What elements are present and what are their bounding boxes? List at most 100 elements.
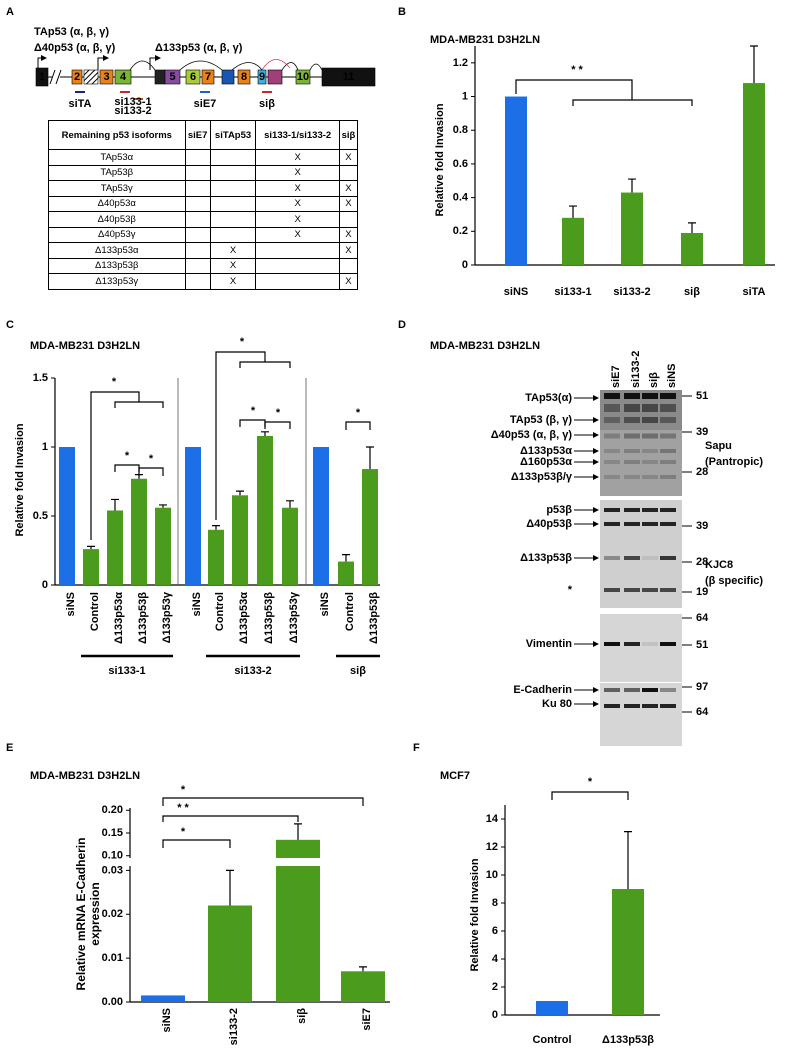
exon-number: 2 [74,71,80,83]
panel-label: C [6,319,14,331]
bar [681,232,703,265]
y-tick-label: 0.00 [102,996,123,1008]
blot-band [624,449,640,453]
y-tick-label: 0 [492,1009,498,1021]
exon [154,69,166,85]
table-cell: X [338,180,359,197]
significance-label: * * [177,802,189,814]
x-tick-label: si133-2 [613,286,650,298]
table-cell [255,242,340,259]
bar [131,478,147,585]
exon-number: 4 [120,71,127,83]
significance-label: * [149,453,154,465]
y-axis-label: Relative fold Invasion [469,858,481,971]
exon [201,69,215,85]
y-tick-label: 0 [462,259,468,271]
blot-band [624,704,640,708]
band-label: Δ133p53β/γ [511,471,573,483]
blot-band [624,433,640,439]
header-cell: si133-1/si133-2 [255,120,340,150]
bar [185,447,201,585]
table-cell [209,211,257,228]
bar [341,971,385,1002]
table-row: TAp53α X X [48,149,359,166]
table-cell: TAp53α [48,149,186,166]
x-tick-label: siβ [296,1008,308,1024]
blot-band [642,522,658,526]
y-tick-label: 0.02 [102,908,123,920]
x-tick-label: Δ133p53β [263,592,275,644]
table-cell: Δ40p53β [48,211,186,228]
blot-band [642,460,658,464]
blot-band [624,522,640,526]
blot-band [642,475,658,479]
significance-label: * [240,336,245,348]
table-cell [184,257,211,274]
exon [295,69,311,85]
table-cell: X [255,149,340,166]
lane-label: siβ [648,372,660,388]
blot-band [660,642,676,646]
significance-label: * [112,376,117,388]
band-label: E-Cadherin [513,684,572,696]
table-cell: X [209,273,257,290]
table-cell: X [209,242,257,259]
blot-band [604,404,620,412]
antibody-name: KJC8 [705,559,733,571]
x-tick-label: si133-2 [228,1008,240,1045]
exon-number: 6 [190,71,196,83]
table-cell: X [255,226,340,243]
significance-bracket [114,464,140,472]
error-bar [236,490,244,496]
table-cell: X [338,195,359,212]
y-tick-label: 1.2 [453,57,468,69]
blot-band [660,393,676,399]
blot-band [660,404,676,412]
significance-bracket [264,421,291,429]
exon [185,69,201,85]
blot-panel [600,614,682,682]
exon [164,69,181,85]
significance-bracket [215,351,291,520]
error-bar [87,545,95,550]
antibody-name: Sapu [705,440,732,452]
panel-label: E [6,742,13,754]
blot-band [642,393,658,399]
exon-number: 10 [297,71,309,83]
table-cell [255,257,340,274]
blot-band [604,688,620,692]
blot-band [604,522,620,526]
table-cell: Δ133p53γ [48,273,186,290]
table-cell: X [255,195,340,212]
error-bar [366,446,374,470]
blot-band [642,642,658,646]
blot-band [642,704,658,708]
size-marker: 28 [696,466,708,478]
exon-number: 11 [343,71,355,83]
size-marker: 19 [696,586,708,598]
sirna-label: siTA [68,98,91,110]
exon-number: 1 [39,71,45,83]
blot-band [624,460,640,464]
bar [612,889,644,1015]
y-tick-label: 4 [492,953,499,965]
significance-bracket [239,419,266,427]
blot-band [660,417,676,423]
error-bar [359,966,367,972]
table-row: Δ133p53β X [48,257,359,274]
isoform-label: Δ40p53 (α, β, γ) [34,42,116,54]
bar [257,435,273,585]
bar [276,839,320,1002]
exon [257,69,267,85]
error-bar [342,554,350,562]
blot-band [604,642,620,646]
chart-title: MDA-MB231 D3H2LN [30,770,140,782]
exon-number: 3 [103,71,109,83]
table-row: Δ40p53α X X [48,195,359,212]
band-label: Vimentin [526,638,573,650]
promoter [149,55,161,70]
x-tick-label: Δ133p53β [137,592,149,644]
band-label: Ku 80 [542,698,572,710]
sirna-label: si133-1 [114,96,151,108]
